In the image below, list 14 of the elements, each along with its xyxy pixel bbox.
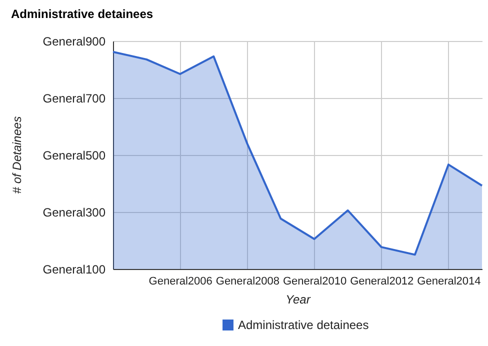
x-tick-label: General2006 <box>148 276 212 288</box>
chart-title: Administrative detainees <box>11 7 154 21</box>
x-tick-label: General2010 <box>282 276 347 288</box>
text: General500 <box>42 148 106 162</box>
x-tick-label: General2008 <box>216 276 280 288</box>
x-axis-title: Year <box>286 292 312 306</box>
x-tick-label: General2014 <box>417 276 481 288</box>
text: # of Detainees <box>10 116 24 194</box>
text: General100 <box>42 262 106 276</box>
text: General900 <box>42 34 106 48</box>
text: General700 <box>42 92 106 106</box>
x-tick-label: General2012 <box>350 276 414 288</box>
text: General300 <box>42 206 106 220</box>
legend-label: Administrative detainees <box>238 318 369 332</box>
